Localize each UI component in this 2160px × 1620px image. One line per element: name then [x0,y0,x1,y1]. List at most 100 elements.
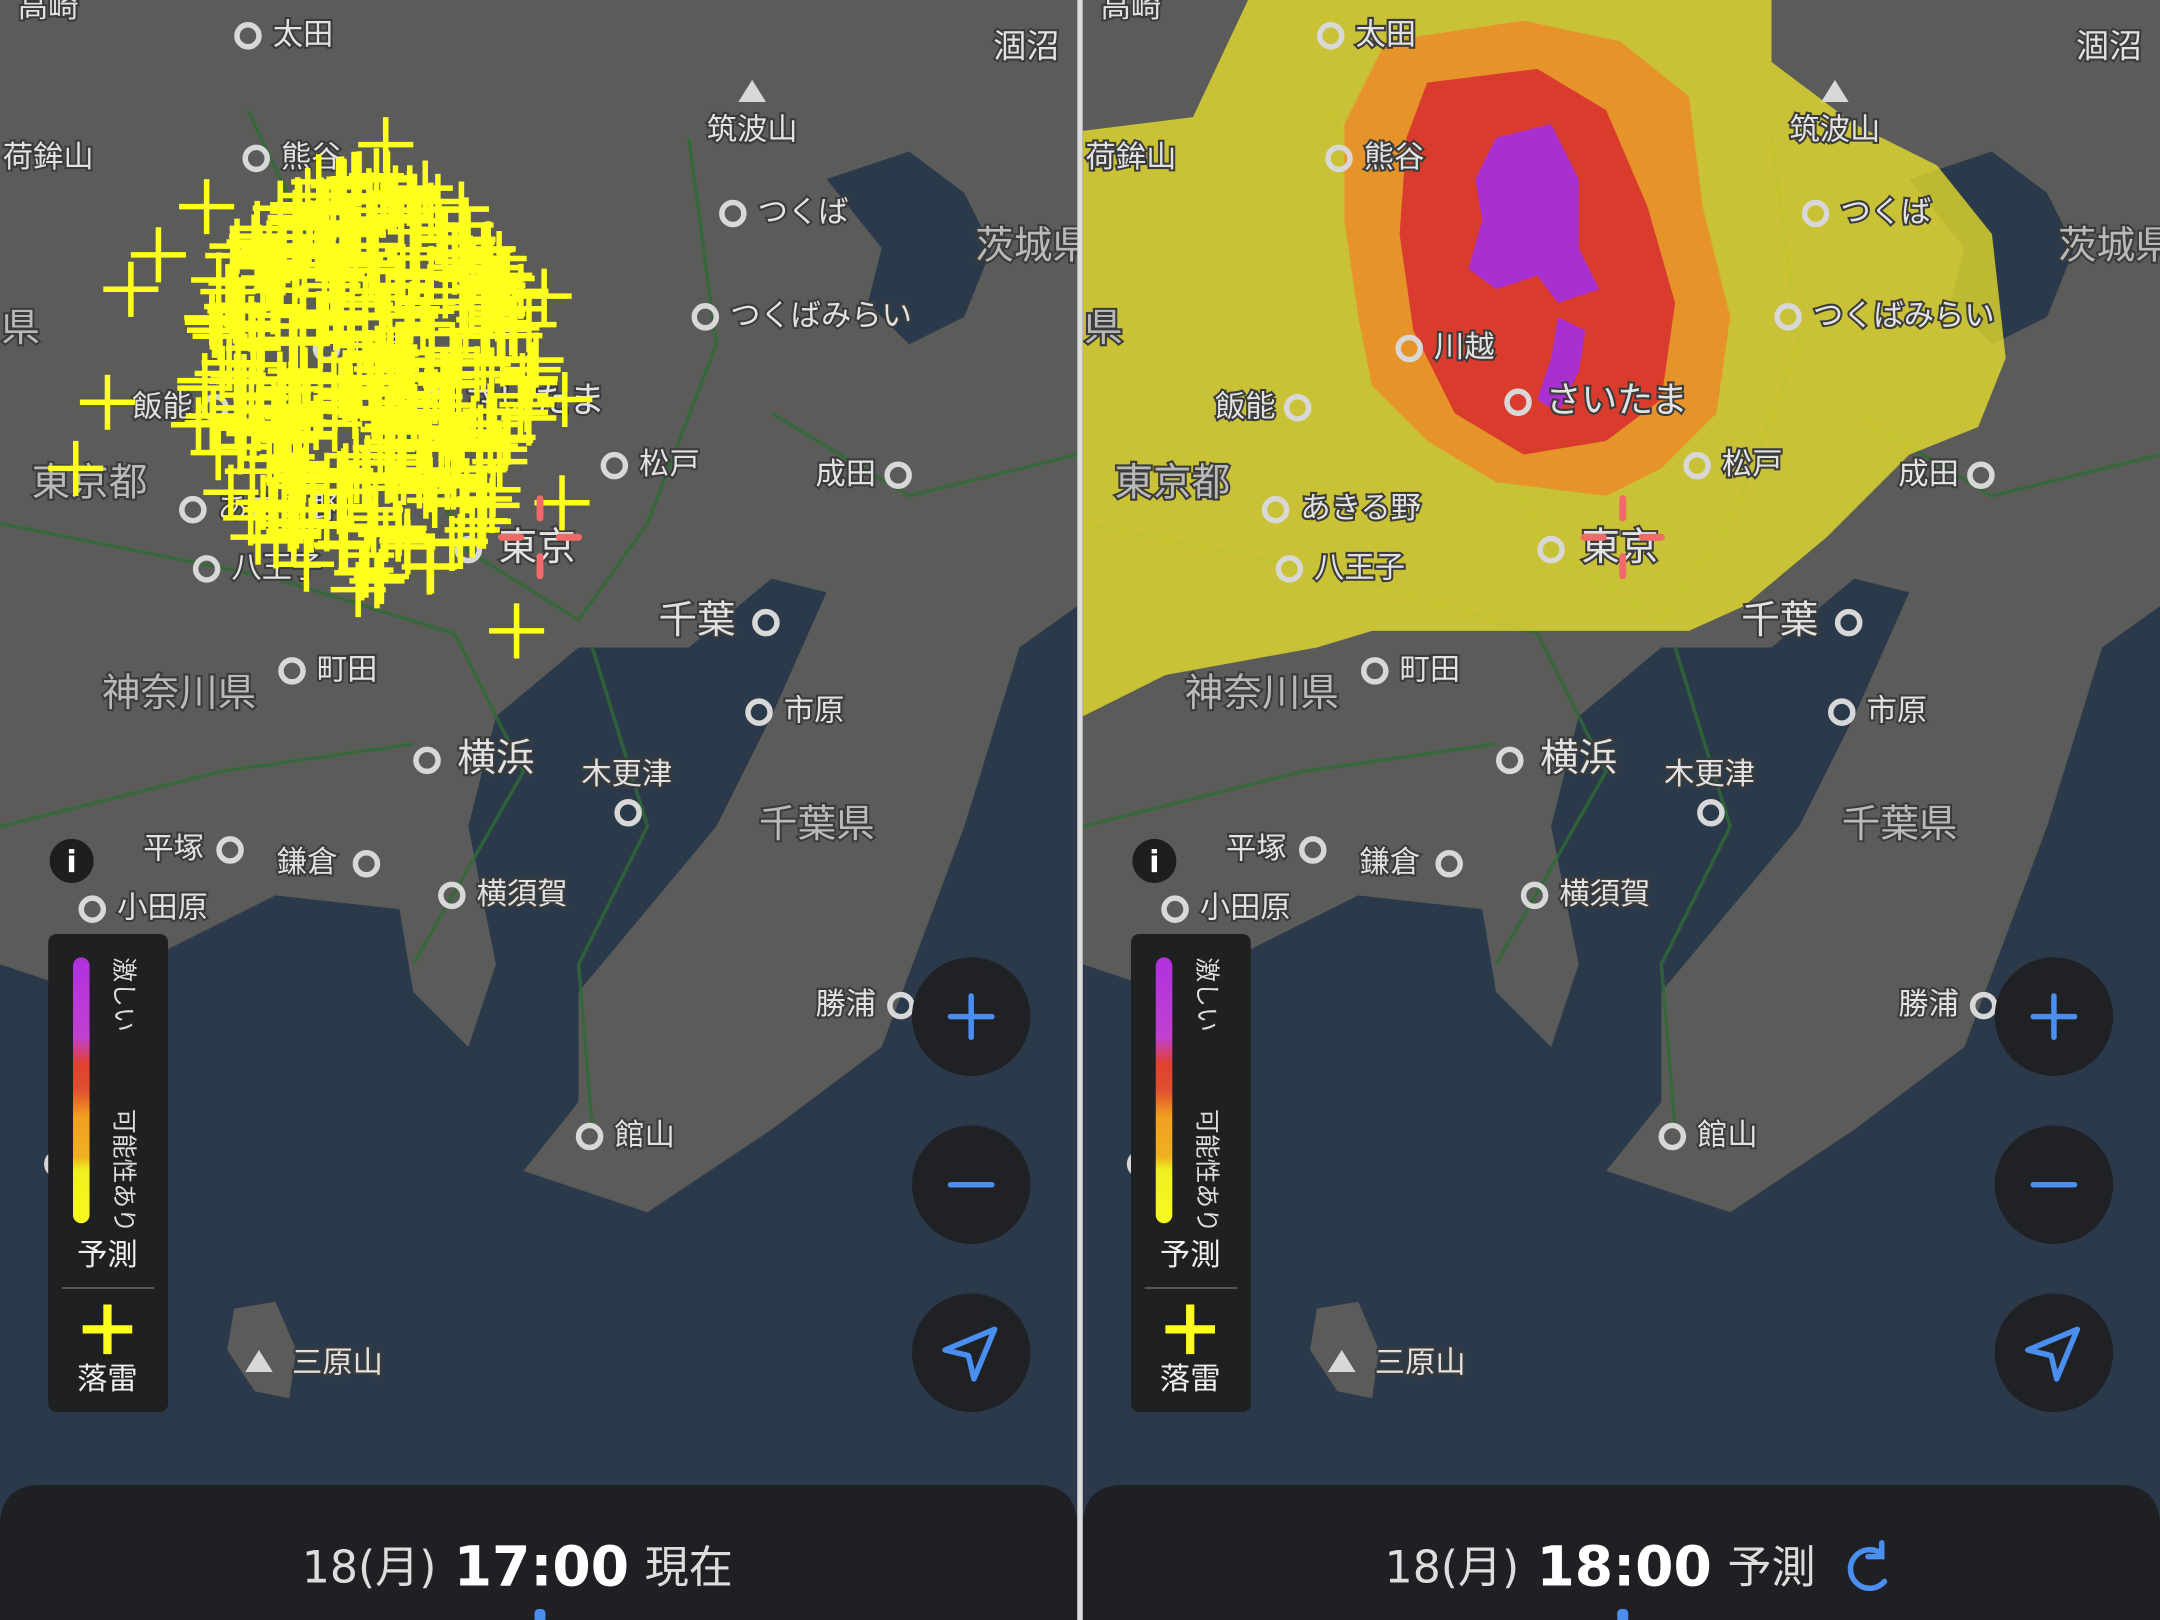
place-label: 平塚 [143,831,204,866]
info-button[interactable] [1132,838,1177,884]
lightning-cross [190,425,246,481]
place-label: 筑波山 [707,112,798,147]
place-label: 涸沼 [2076,27,2142,66]
zoom-out-button[interactable] [911,1125,1031,1244]
road [770,411,1078,498]
lightning-cross [340,435,396,491]
time-label: 18:00 [1536,1535,1711,1599]
place-marker [1537,535,1565,564]
info-button[interactable] [49,838,94,884]
road [0,742,414,829]
place-label: 県 [1084,306,1123,351]
lightning-cross [403,245,459,301]
lightning-cross [403,538,460,594]
button-bg [1994,1293,2114,1412]
locate-button[interactable] [911,1293,1031,1412]
place-label: 茨城県 [2058,223,2160,268]
panel-divider [1077,0,1083,1620]
lightning-cross [278,536,335,592]
lightning-cross [349,263,405,319]
lightning-cross [237,234,293,290]
place-label: 太田 [1356,17,1417,52]
lightning-cross [249,395,305,452]
lightning-cross [493,263,549,319]
lightning-cross [243,482,299,538]
legend-forecast: 予測 [77,1238,138,1273]
crosshair [1580,495,1665,580]
place-label: 涸沼 [993,27,1059,66]
legend-possible: 可能性あり [1192,1109,1221,1233]
place-label: 東京都 [1114,460,1230,505]
place-marker [278,657,306,685]
refresh-icon[interactable] [1847,1540,1888,1591]
place-label: 小田原 [1200,891,1291,926]
lightning-cross [358,117,414,173]
place-marker [691,303,720,331]
lightning-cross [308,295,364,351]
mountain-icon [245,1350,273,1373]
info-icon: i [66,845,76,880]
place-label: つくばみらい [1813,298,1995,333]
lightning-cross [337,290,393,346]
date-label: 18(月) [302,1542,437,1593]
lightning-cross [130,227,186,283]
legend-heavy: 激しい [110,957,139,1031]
place-marker [1299,836,1327,864]
lightning-cross [417,210,473,266]
date-label: 18(月) [1385,1542,1520,1593]
place-marker [719,199,747,228]
place-marker [192,555,221,583]
lightning-cross [376,332,432,388]
place-marker [1496,746,1524,775]
place-label: つくばみらい [730,298,912,333]
place-label: 高崎 [18,0,79,25]
place-marker [1683,451,1711,480]
place-label: 八王子 [1314,550,1405,585]
place-marker [78,895,107,923]
lightning-cross [537,371,593,428]
place-label: つくば [1840,195,1931,230]
place-label: 横浜 [457,736,534,781]
road [1659,646,1733,1130]
place-label: 荷鉾山 [1086,140,1177,175]
lightning-cross [307,376,363,432]
place-label: 小田原 [117,891,208,926]
place-marker [600,451,629,480]
legend-lightning: 落雷 [1160,1362,1221,1397]
lightning-cross [326,151,382,207]
zoom-in-button[interactable] [911,957,1031,1076]
time-indicator [1617,1608,1629,1620]
status-label: 予測 [1727,1542,1815,1593]
lightning-cross [395,296,451,353]
place-marker [1435,849,1463,878]
zoom-out-button[interactable] [1994,1125,2114,1244]
lightning-cross [177,360,233,416]
place-marker [234,22,262,50]
lightning-cross [493,368,549,424]
lightning-cross [235,474,291,530]
place-label: 鎌倉 [1360,845,1421,880]
place-label: 千葉県 [1842,802,1958,847]
legend-forecast: 予測 [1160,1238,1221,1273]
place-label: 熊谷 [281,140,342,175]
lightning-cross [79,374,135,430]
zoom-in-button[interactable] [1994,957,2114,1076]
lightning-cross [434,249,490,305]
place-marker [1520,881,1549,910]
place-marker [1283,393,1312,422]
locate-button[interactable] [1994,1293,2114,1412]
lightning-cross [411,201,467,257]
button-icon [2025,1326,2081,1382]
place-marker [1261,495,1290,524]
lightning-cross [232,313,288,369]
place-label: 市原 [1867,694,1928,729]
lightning-cross [271,439,327,495]
place-marker [887,991,915,1020]
place-label: 館山 [1697,1118,1758,1153]
place-label: 木更津 [1664,757,1755,792]
place-label: 市原 [784,694,845,729]
place-label: 横浜 [1540,736,1617,781]
place-label: 横須賀 [477,877,568,912]
place-label: 木更津 [581,757,672,792]
